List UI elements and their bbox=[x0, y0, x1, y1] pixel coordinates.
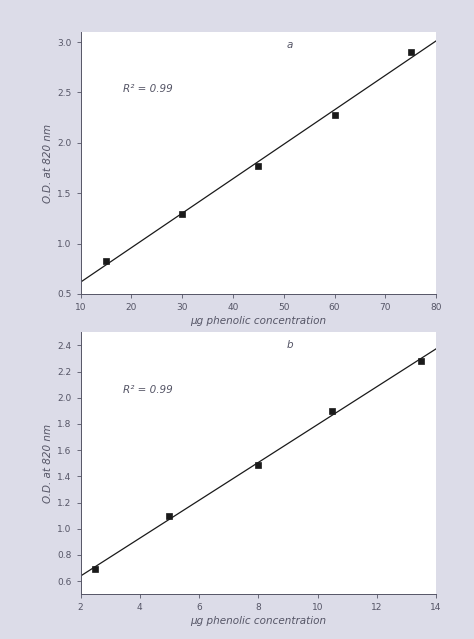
Y-axis label: O.D. at 820 nm: O.D. at 820 nm bbox=[43, 424, 53, 503]
X-axis label: μg phenolic concentration: μg phenolic concentration bbox=[190, 316, 327, 326]
Text: R² = 0.99: R² = 0.99 bbox=[123, 385, 173, 395]
Y-axis label: O.D. at 820 nm: O.D. at 820 nm bbox=[43, 123, 53, 203]
X-axis label: μg phenolic concentration: μg phenolic concentration bbox=[190, 617, 327, 626]
Text: b: b bbox=[287, 340, 293, 350]
Text: R² = 0.99: R² = 0.99 bbox=[123, 84, 173, 95]
Text: a: a bbox=[287, 40, 293, 50]
